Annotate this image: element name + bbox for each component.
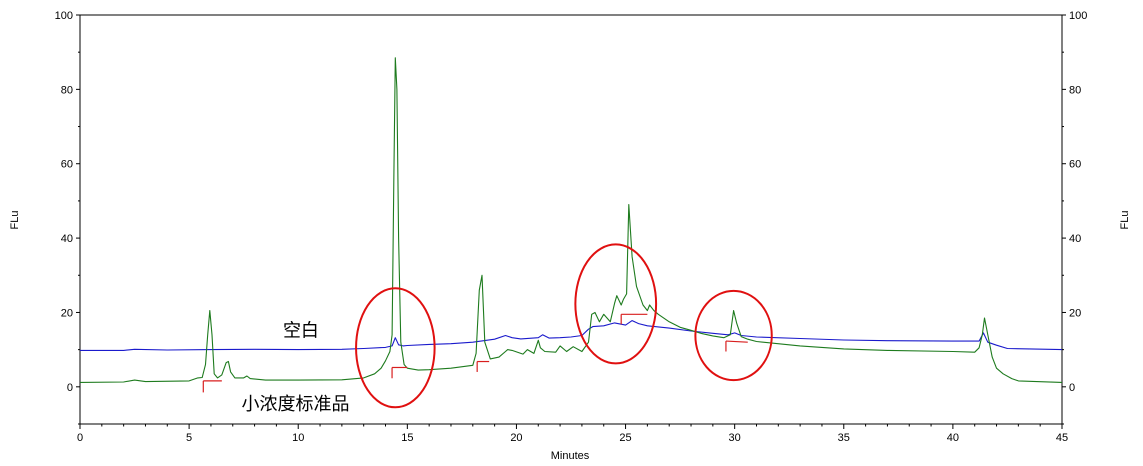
y-tick-label-left: 80 <box>61 84 73 96</box>
y-tick-label-left: 20 <box>61 307 73 319</box>
highlight-circles <box>355 243 773 409</box>
peak-markers <box>202 313 748 393</box>
series-standard-line <box>79 57 1063 383</box>
x-tick-label: 20 <box>510 432 522 444</box>
x-tick-label: 5 <box>186 432 192 444</box>
x-axis: 0 5 10 15 20 25 30 35 40 45 <box>77 424 1068 444</box>
x-tick-label: 25 <box>619 432 631 444</box>
plot-frame <box>79 14 1063 425</box>
y-tick-label-right: 60 <box>1069 159 1081 171</box>
y-tick-label-left: 0 <box>67 382 73 394</box>
y-axis-left: 0 20 40 60 80 100 <box>55 10 80 425</box>
y-tick-label-right: 100 <box>1069 10 1087 22</box>
x-tick-label: 40 <box>947 432 959 444</box>
x-tick-label: 10 <box>292 432 304 444</box>
x-tick-label: 30 <box>729 432 741 444</box>
blank-label: 空白 <box>283 321 319 342</box>
series-blank-line <box>80 320 1063 351</box>
highlight-circle <box>694 289 773 382</box>
x-tick-label: 35 <box>838 432 850 444</box>
peak-baseline-marker <box>725 340 748 343</box>
x-axis-label: Minutes <box>551 450 590 462</box>
y-tick-label-right: 80 <box>1069 84 1081 96</box>
x-tick-label: 0 <box>77 432 83 444</box>
y-tick-label-left: 100 <box>55 10 73 22</box>
y-tick-label-right: 20 <box>1069 307 1081 319</box>
y-tick-label-left: 60 <box>61 159 73 171</box>
y-axis-right: 0 20 40 60 80 100 <box>1062 10 1087 425</box>
y-tick-label-left: 40 <box>61 233 73 245</box>
series-layer <box>79 57 1063 383</box>
standard-label: 小浓度标准品 <box>241 394 349 415</box>
y-axis-left-label: FLu <box>9 211 21 230</box>
y-tick-label-right: 40 <box>1069 233 1081 245</box>
x-tick-label: 15 <box>401 432 413 444</box>
y-tick-label-right: 0 <box>1069 382 1075 394</box>
plot-border <box>79 14 1063 425</box>
x-tick-label: 45 <box>1056 432 1068 444</box>
highlight-circle <box>574 243 658 365</box>
highlight-circle <box>355 287 436 409</box>
y-axis-right-label: FLu <box>1119 211 1131 230</box>
